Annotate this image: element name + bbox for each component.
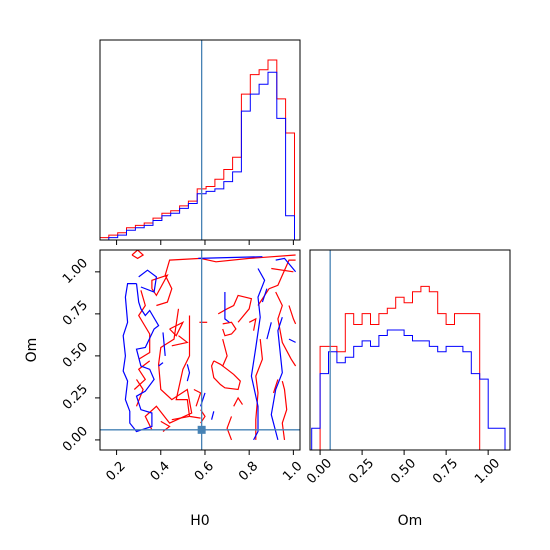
contour-red-28 [272,379,279,394]
contour-red-4 [133,360,151,390]
om-hist-series-blue-step [311,329,506,450]
contour-red-13 [189,415,201,419]
h0-om-contour-panel [100,250,300,450]
contour-red-8 [169,320,185,337]
contour-blue-10 [275,257,297,273]
contour-red-3 [137,290,151,360]
contour-red-9 [171,335,189,347]
contour-blue-13 [261,288,268,303]
contour-blue-9 [250,268,266,441]
om-y-tick-label: 0.00 [60,424,91,455]
contour-red-15 [217,294,253,323]
h0-x-tick-label: 1.0 [280,459,305,484]
contour-red-24 [288,305,297,325]
om-hist-series-red-step [311,285,505,450]
contour-blue-4 [186,364,191,382]
contour-blue-1 [138,269,158,293]
contour-red-1 [156,254,296,307]
frame-c2d [99,249,301,451]
h0-x-tick-label: 0.4 [148,459,173,484]
contour-red-18 [222,338,228,367]
x-axis-label-om: Om [398,513,423,529]
h0-x-tick-label: 0.6 [192,459,217,484]
h0-hist-series-red-step [100,59,295,240]
om-y-tick-label: 0.75 [60,298,91,329]
panel-frames [99,39,511,451]
om-x-tick-label: 0.25 [346,456,377,487]
om-y-tick-label: 1.00 [60,256,91,287]
om-y-tick-label: 0.50 [60,340,91,371]
h0-hist-series-blue-step [100,71,295,240]
contour-red-17 [210,360,241,391]
contour-red-19 [226,416,233,441]
contour-red-16 [222,321,237,337]
contour-red-5 [135,379,144,407]
contour-red-11 [193,388,202,407]
contour-red-20 [233,396,244,407]
contour-blue-12 [288,338,296,343]
contour-red-25 [275,291,297,367]
h0-x-tick-label: 0.2 [103,459,128,484]
om-x-tick-label: 0.50 [388,456,419,487]
frame-om [309,249,511,451]
y-axis-label-om: Om [24,338,40,363]
contour-blue-5 [198,256,263,259]
contour-blue-2 [162,332,166,356]
h0-histogram-panel [100,40,295,240]
contour-red-6 [144,308,193,431]
contour-blue-8 [224,292,230,323]
contour-blue-11 [270,317,283,441]
contour-blue-14 [266,322,272,340]
om-x-tick-label: 1.00 [472,456,503,487]
contour-red-26 [255,339,264,440]
contour-blue-3 [158,362,164,367]
h0-x-tick-label: 0.8 [236,459,261,484]
contour-red-0 [131,250,145,260]
contour-red-21 [248,317,257,331]
om-x-tick-label: 0.75 [430,456,461,487]
contour-red-23 [271,267,294,273]
contour-red-10 [171,315,191,421]
contour-red-2 [151,274,169,297]
contour-red-27 [281,380,288,440]
om-x-tick-label: 0.00 [304,456,335,487]
frame-h0 [99,39,301,241]
om-y-tick-label: 0.25 [60,382,91,413]
om-histogram-panel [311,250,506,450]
contour-blue-0 [122,283,160,433]
truth-marker [197,425,206,434]
contour-blue-7 [211,411,215,420]
x-axis-label-h0: H0 [190,513,209,529]
